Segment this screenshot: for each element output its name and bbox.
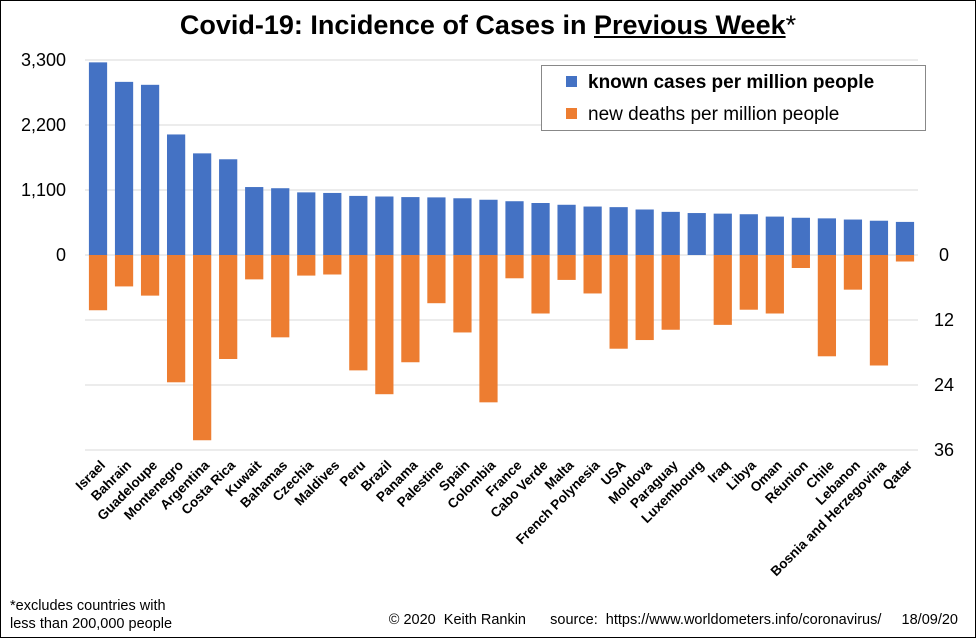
left-axis-tick-label: 3,300 — [21, 50, 66, 70]
bar-cases — [166, 134, 186, 255]
bar-cases — [427, 197, 446, 255]
source-text: source: https://www.worldometers.info/co… — [550, 612, 882, 628]
left-axis-tick-label: 1,100 — [21, 180, 66, 200]
bar-deaths — [505, 255, 524, 279]
bar-deaths — [557, 255, 576, 280]
bar-cases — [869, 220, 889, 255]
bar-deaths — [166, 255, 186, 383]
bar-cases — [583, 206, 602, 255]
bar-cases — [505, 201, 524, 255]
bar-deaths — [713, 255, 732, 325]
bar-deaths — [765, 255, 784, 314]
right-axis-tick-label: 12 — [934, 310, 954, 330]
bar-cases — [375, 196, 394, 255]
bar-cases — [765, 216, 784, 255]
bar-cases — [713, 213, 732, 255]
bar-deaths — [401, 255, 420, 363]
bar-deaths — [531, 255, 550, 314]
left-axis-tick-label: 2,200 — [21, 115, 66, 135]
bar-cases — [609, 207, 628, 255]
bar-cases — [193, 153, 212, 255]
bar-cases — [453, 198, 472, 255]
title-asterisk: * — [785, 10, 797, 40]
bar-cases — [817, 218, 837, 255]
bar-cases — [114, 81, 134, 255]
bar-cases — [297, 192, 316, 255]
bar-cases — [661, 211, 680, 255]
bar-deaths — [609, 255, 628, 349]
right-axis-tick-label: 24 — [934, 375, 954, 395]
bar-deaths — [479, 255, 498, 403]
bar-cases — [140, 84, 160, 256]
bar-deaths — [843, 255, 863, 290]
bar-cases — [895, 221, 915, 255]
bar-deaths — [583, 255, 602, 294]
legend-item-cases: known cases per million people — [566, 72, 874, 94]
bar-cases — [687, 213, 706, 255]
legend-swatch-deaths — [566, 108, 577, 119]
bar-deaths — [661, 255, 680, 330]
legend-item-deaths: new deaths per million people — [566, 104, 839, 126]
bar-deaths — [869, 255, 889, 366]
bar-deaths — [193, 255, 212, 441]
bar-deaths — [114, 255, 134, 287]
bar-deaths — [245, 255, 264, 280]
legend-label-deaths: new deaths per million people — [588, 104, 840, 125]
legend-label-cases: known cases per million people — [588, 72, 875, 93]
bar-deaths — [349, 255, 368, 371]
bar-cases — [219, 159, 238, 255]
title-main: Covid-19: Incidence of Cases in — [179, 10, 594, 40]
right-axis-tick-label: 36 — [934, 440, 954, 460]
bar-cases — [791, 217, 810, 255]
bar-cases — [88, 62, 108, 256]
bar-deaths — [895, 255, 915, 262]
bar-cases — [349, 195, 368, 255]
credits: © 2020 Keith Rankin source: https://www.… — [389, 612, 958, 628]
bar-deaths — [271, 255, 290, 338]
bar-cases — [557, 204, 576, 255]
bar-deaths — [219, 255, 238, 359]
chart-title: Covid-19: Incidence of Cases in Previous… — [0, 10, 976, 41]
copyright-text: © 2020 Keith Rankin — [388, 612, 526, 628]
bar-deaths — [375, 255, 394, 395]
bar-deaths — [427, 255, 446, 304]
footnote-line-2: less than 200,000 people — [10, 616, 173, 632]
bar-deaths — [635, 255, 654, 341]
chart-legend: known cases per million people new death… — [541, 65, 926, 131]
bar-cases — [271, 188, 290, 255]
bar-cases — [323, 192, 342, 255]
footnote: *excludes countries with less than 200,0… — [10, 597, 172, 633]
bar-deaths — [297, 255, 316, 276]
bar-cases — [245, 187, 264, 255]
bar-cases — [531, 203, 550, 255]
date-text: 18/09/20 — [901, 612, 958, 628]
bar-deaths — [323, 255, 342, 275]
footnote-line-1: *excludes countries with — [10, 598, 166, 614]
right-axis-tick-label: 0 — [939, 245, 949, 265]
bar-deaths — [817, 255, 837, 357]
bar-cases — [739, 214, 758, 255]
bar-deaths — [453, 255, 472, 333]
bar-cases — [479, 199, 498, 255]
bar-cases — [401, 197, 420, 255]
bar-deaths — [791, 255, 810, 268]
title-underlined: Previous Week — [594, 10, 786, 40]
bar-deaths — [739, 255, 758, 310]
left-axis-tick-label: 0 — [56, 245, 66, 265]
bar-cases — [635, 209, 654, 255]
legend-swatch-cases — [566, 76, 577, 87]
x-axis-tick-label: Qatar — [880, 457, 916, 493]
bar-deaths — [88, 255, 108, 311]
bar-cases — [843, 219, 863, 255]
bar-deaths — [140, 255, 160, 296]
